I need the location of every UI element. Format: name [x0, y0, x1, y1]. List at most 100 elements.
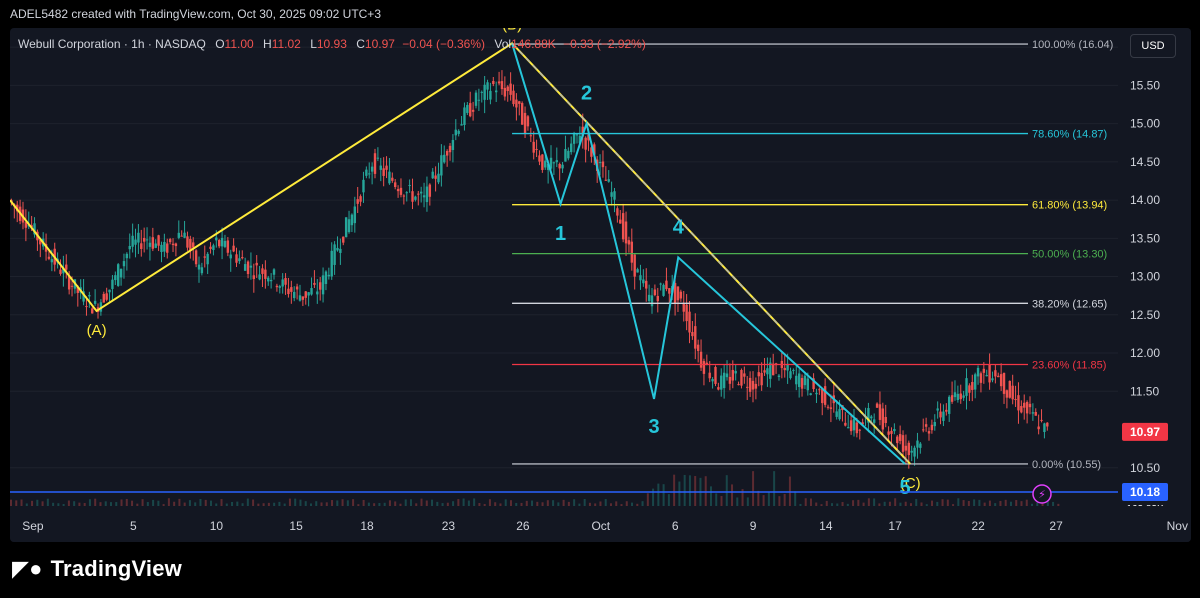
candle-body — [797, 373, 801, 388]
volume-bar — [667, 494, 670, 506]
candle-body — [281, 279, 284, 287]
volume-bar — [857, 499, 860, 506]
candle-body — [532, 141, 535, 153]
volume-bar — [920, 502, 923, 506]
candle-body — [855, 422, 859, 434]
time-tick-8: 6 — [672, 519, 679, 533]
volume-bar — [425, 500, 428, 506]
candle-body — [209, 246, 212, 249]
tradingview-logo[interactable]: ◤● TradingView — [12, 556, 182, 582]
candle-body — [217, 240, 221, 247]
volume-bar — [878, 503, 881, 506]
symbol-legend: Webull Corporation · 1h · NASDAQ O11.00 … — [18, 37, 646, 51]
candle-body — [102, 293, 105, 303]
volume-bar — [252, 499, 255, 506]
candle-body — [434, 175, 437, 179]
candle-body — [613, 191, 616, 200]
candle-body — [604, 179, 608, 181]
candle-body — [743, 373, 746, 377]
volume-bar — [467, 500, 470, 506]
candle-body — [85, 306, 88, 308]
candle-body — [232, 245, 235, 252]
candle-body — [65, 264, 68, 270]
chart-panel[interactable]: 100.00% (16.04) 78.60% (14.87) 61.80% (13.… — [10, 28, 1191, 542]
candle-body — [327, 274, 331, 277]
volume-value: 146.88K — [511, 37, 556, 51]
candle-body — [997, 375, 1000, 378]
candle-body — [982, 368, 986, 373]
attribution-bar: ADEL5482 created with TradingView.com, O… — [0, 0, 1200, 28]
candle-body — [114, 275, 117, 281]
volume-bar — [973, 499, 976, 506]
candle-body — [419, 191, 423, 194]
candle-body — [140, 243, 143, 249]
candle-body — [708, 372, 711, 379]
candle-body — [347, 219, 351, 233]
volume-bar — [15, 500, 18, 506]
volume-bar — [994, 503, 997, 506]
candle-body — [304, 291, 307, 298]
volume-bar — [67, 500, 70, 506]
candle-body — [290, 287, 293, 292]
candle-body — [157, 235, 160, 246]
volume-bar — [241, 503, 244, 506]
candle-body — [647, 294, 651, 301]
footer: ◤● TradingView — [0, 542, 1200, 598]
volume-bar — [515, 502, 518, 506]
candle-body — [653, 289, 657, 296]
candle-body — [639, 275, 642, 281]
candle-body — [570, 143, 573, 153]
volume-bar — [399, 503, 402, 506]
volume-bar — [488, 499, 491, 506]
candle-body — [572, 133, 576, 144]
candle-body — [261, 268, 264, 274]
candle-body — [1034, 412, 1037, 416]
price-chart[interactable]: 100.00% (16.04) 78.60% (14.87) 61.80% (13.… — [10, 28, 1191, 542]
candle-body — [823, 386, 827, 405]
candle-body — [243, 264, 247, 271]
candle-body — [829, 407, 833, 409]
candle-body — [503, 87, 507, 97]
volume-bar — [962, 500, 965, 506]
candle-body — [267, 277, 270, 282]
candle-body — [907, 442, 911, 456]
candle-body — [148, 242, 152, 247]
volume-bar — [762, 495, 765, 506]
candle-body — [466, 104, 469, 113]
candle-body — [512, 90, 515, 105]
candle-body — [212, 245, 215, 250]
candle-body — [125, 253, 129, 259]
close-value: 10.97 — [364, 37, 395, 51]
candle-body — [1043, 423, 1046, 433]
candle-body — [867, 408, 870, 423]
volume-bar — [720, 496, 723, 506]
volume-bar — [167, 498, 170, 506]
currency-button[interactable]: USD — [1130, 34, 1176, 58]
candle-body — [428, 184, 432, 197]
candle-body — [942, 411, 945, 421]
volume-bar — [457, 499, 460, 506]
volume-bar — [931, 500, 934, 506]
volume-bar — [478, 503, 481, 506]
volume-bar — [336, 500, 339, 506]
volume-bar — [173, 501, 176, 506]
candle-body — [373, 153, 377, 174]
candle-body — [720, 375, 723, 390]
alert-bolt-icon — [1032, 484, 1052, 504]
trend-line — [511, 42, 911, 465]
candle-body — [717, 387, 720, 390]
time-tick-4: 18 — [360, 519, 374, 533]
abc-wave-label-0: (A) — [87, 322, 107, 339]
candle-body — [694, 326, 697, 349]
candle-body — [665, 280, 668, 290]
change-value: −0.04 (−0.36%) — [402, 37, 486, 51]
volume-bar — [94, 498, 97, 506]
candle-body — [890, 430, 893, 434]
volume-bar — [257, 503, 260, 506]
volume-bar — [409, 499, 412, 506]
candle-body — [76, 286, 80, 293]
low-value: 10.93 — [316, 37, 347, 51]
volume-bar — [683, 474, 686, 506]
candle-body — [593, 144, 596, 155]
candle-body — [252, 275, 256, 280]
